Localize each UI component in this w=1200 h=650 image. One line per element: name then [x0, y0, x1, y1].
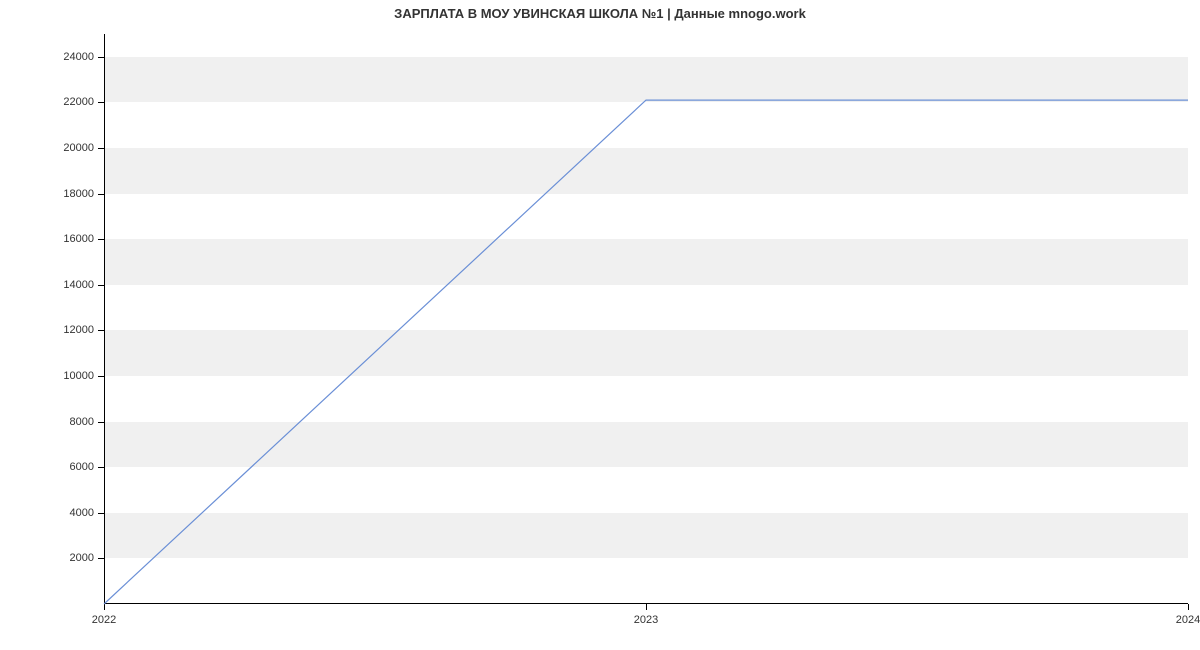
y-tick-label: 12000	[34, 324, 94, 336]
y-tick-label: 8000	[34, 416, 94, 428]
y-tick-label: 22000	[34, 96, 94, 108]
y-tick-label: 14000	[34, 279, 94, 291]
x-tick-label: 2023	[634, 614, 658, 626]
x-tick-label: 2022	[92, 614, 116, 626]
y-tick-label: 20000	[34, 142, 94, 154]
y-tick-label: 2000	[34, 552, 94, 564]
salary-line-chart: ЗАРПЛАТА В МОУ УВИНСКАЯ ШКОЛА №1 | Данны…	[0, 0, 1200, 650]
plot-area: 2000400060008000100001200014000160001800…	[104, 34, 1188, 604]
y-tick-label: 16000	[34, 233, 94, 245]
x-tick-label: 2024	[1176, 614, 1200, 626]
y-tick-label: 4000	[34, 507, 94, 519]
x-tick-mark	[1188, 604, 1189, 610]
x-tick-mark	[646, 604, 647, 610]
series-line-salary	[104, 100, 1188, 604]
chart-title: ЗАРПЛАТА В МОУ УВИНСКАЯ ШКОЛА №1 | Данны…	[0, 6, 1200, 21]
y-tick-label: 10000	[34, 370, 94, 382]
y-tick-label: 24000	[34, 51, 94, 63]
y-tick-label: 6000	[34, 461, 94, 473]
y-tick-label: 18000	[34, 188, 94, 200]
x-tick-mark	[104, 604, 105, 610]
line-layer	[104, 34, 1188, 604]
